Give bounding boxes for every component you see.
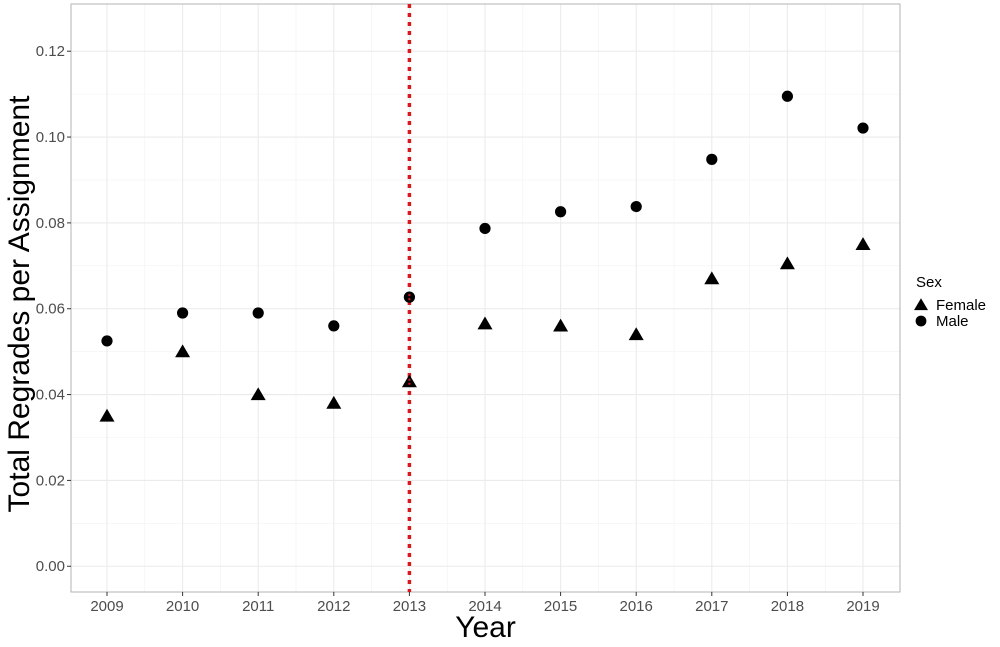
x-tick-label: 2018 [771,598,804,615]
y-tick-label: 0.04 [36,387,65,404]
point-female [401,374,417,388]
point-female [553,318,569,332]
y-axis-title: Total Regrades per Assignment [3,95,36,513]
x-tick-label: 2009 [90,598,123,615]
point-male [555,206,567,218]
x-tick-label: 2015 [544,598,577,615]
point-male [101,335,113,347]
point-female [477,316,493,330]
x-tick-label: 2014 [468,598,501,615]
point-male [328,320,340,332]
grid [71,4,900,592]
legend-label-female: Female [936,297,986,314]
point-male [252,307,264,319]
legend-symbol-female [914,298,928,311]
data-points [99,90,871,422]
y-tick-label: 0.10 [36,129,65,146]
point-male [857,122,869,134]
y-tick-label: 0.08 [36,215,65,232]
point-male [403,291,415,303]
point-male [630,200,642,213]
point-female [99,408,115,422]
y-axis-ticks: 0.00 0.02 0.04 0.06 0.08 0.10 0.12 [36,43,71,575]
point-female [779,256,795,270]
x-axis-title: Year [455,611,516,644]
x-tick-label: 2012 [317,598,350,615]
legend-title: Sex [916,274,942,291]
legend-label-male: Male [936,313,969,330]
point-female [326,395,342,409]
point-female [628,327,644,341]
y-tick-label: 0.12 [36,43,65,60]
x-tick-label: 2016 [620,598,653,615]
point-female [704,271,720,285]
y-tick-label: 0.06 [36,301,65,318]
legend-symbol-male [915,315,927,327]
x-axis-ticks: 2009 2010 2011 2012 2013 2014 2015 2016 2017 2018… [90,592,880,615]
point-male [177,307,189,319]
point-female [175,344,191,358]
y-tick-label: 0.00 [36,558,65,575]
point-male [781,90,794,102]
point-female [855,237,871,250]
x-tick-label: 2010 [166,598,199,615]
x-tick-label: 2011 [242,598,274,615]
point-female [250,387,266,401]
point-male [706,153,718,165]
point-male [479,222,491,235]
x-tick-label: 2019 [846,598,879,615]
x-tick-label: 2013 [393,598,426,615]
x-tick-label: 2017 [695,598,728,615]
y-tick-label: 0.02 [36,472,65,489]
